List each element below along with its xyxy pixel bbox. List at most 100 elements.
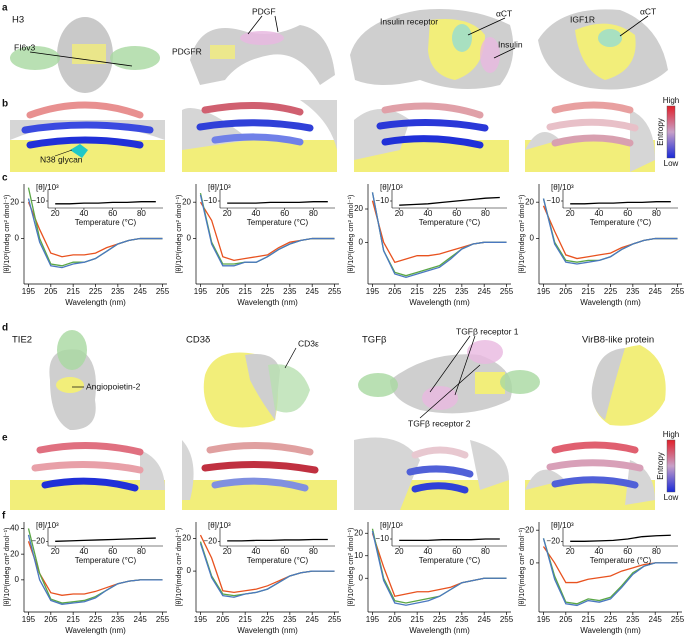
cd-line	[542, 198, 678, 265]
panel-label: e	[2, 433, 8, 444]
x-tick-label: 195	[537, 287, 551, 296]
inset-x-tick-label: 20	[566, 209, 575, 218]
x-tick-label: 245	[306, 287, 320, 296]
y-tick-label: 20	[182, 197, 191, 206]
inset-x-tick-label: 40	[423, 209, 432, 218]
inset-y-label: [θ]/10³	[380, 183, 403, 192]
y-tick-label: 20	[10, 197, 19, 206]
x-tick-label: 225	[261, 287, 275, 296]
x-tick-label: 205	[216, 615, 230, 624]
x-tick-label: 245	[134, 615, 148, 624]
x-tick-label: 225	[604, 287, 618, 296]
y-tick-label: 20	[354, 528, 363, 537]
inset-y-label: [θ]/10³	[36, 183, 59, 192]
x-tick-label: 255	[671, 615, 685, 624]
x-axis-label: Wavelength (nm)	[580, 626, 641, 635]
inset-x-tick-label: 60	[108, 547, 117, 556]
inset-line	[399, 538, 500, 542]
x-tick-label: 195	[194, 615, 208, 624]
x-axis-label: Wavelength (nm)	[580, 298, 641, 307]
cd-line	[27, 534, 163, 605]
illustrations	[10, 9, 676, 510]
annotation: TIE2	[12, 335, 32, 346]
y-tick-label: 0	[359, 573, 364, 582]
cd-line	[199, 194, 335, 267]
cd-line	[199, 192, 335, 265]
y-axis-label: [θ]/10³(mdeg cm² dmol⁻¹)	[519, 528, 526, 607]
x-tick-label: 195	[22, 287, 36, 296]
x-tick-label: 255	[500, 287, 514, 296]
x-tick-label: 245	[649, 287, 663, 296]
inset-x-tick-label: 80	[652, 209, 661, 218]
x-tick-label: 225	[604, 615, 618, 624]
inset-y-label: [θ]/10³	[551, 521, 574, 530]
inset-x-tick-label: 20	[51, 547, 60, 556]
x-axis-label: Wavelength (nm)	[409, 298, 470, 307]
cd-chart: 195 205 215 225 235 245 255 0 20 Wavelength (nm) […	[519, 183, 685, 307]
cd-chart: 195 205 215 225 235 245 255 0 20 Wavelength (nm) […	[176, 183, 342, 307]
inset-x-tick-label: 60	[280, 547, 289, 556]
cd-line	[371, 192, 507, 277]
x-tick-label: 245	[649, 615, 663, 624]
x-tick-label: 235	[111, 287, 125, 296]
annotation: TGFβ receptor 1	[456, 326, 519, 336]
y-tick-label: 20	[10, 549, 19, 558]
x-tick-label: 255	[500, 615, 514, 624]
inset-x-tick-label: 80	[137, 547, 146, 556]
inset-y-tick-label: −10	[375, 534, 389, 543]
x-tick-label: 235	[455, 287, 469, 296]
x-tick-label: 235	[455, 615, 469, 624]
x-tick-label: 215	[581, 615, 595, 624]
y-tick-label: 0	[15, 234, 20, 243]
inset-x-tick-label: 80	[309, 209, 318, 218]
inset-y-label: [θ]/10³	[380, 521, 403, 530]
y-tick-label: 0	[530, 558, 535, 567]
x-tick-label: 245	[134, 287, 148, 296]
inset-x-tick-label: 40	[251, 547, 260, 556]
x-tick-label: 195	[22, 615, 36, 624]
inset-x-tick-label: 20	[51, 209, 60, 218]
x-tick-label: 255	[328, 615, 342, 624]
x-tick-label: 195	[537, 615, 551, 624]
panel-label: a	[2, 3, 8, 14]
inset-x-tick-label: 20	[395, 209, 404, 218]
inset-x-tick-label: 80	[481, 209, 490, 218]
inset-x-tick-label: 20	[223, 209, 232, 218]
cd-chart: 195 205 215 225 235 245 255 0 20 Wavelength (nm) […	[348, 183, 514, 307]
x-tick-label: 195	[366, 615, 380, 624]
cd-chart: 195 205 215 225 235 245 255 0 10 20 Wavelength (nm…	[348, 521, 514, 635]
inset-line	[55, 201, 156, 205]
x-tick-label: 255	[156, 287, 170, 296]
inset-x-label: Temperature (°C)	[590, 218, 652, 227]
x-axis-label: Wavelength (nm)	[237, 298, 298, 307]
cd-chart: 195 205 215 225 235 245 255 0 20 Wavelength (nm) […	[4, 183, 170, 307]
x-tick-label: 205	[559, 615, 573, 624]
colorbar-title: Entropy	[656, 118, 665, 146]
x-tick-label: 245	[478, 287, 492, 296]
x-tick-label: 235	[626, 615, 640, 624]
x-tick-label: 255	[328, 287, 342, 296]
inset-x-tick-label: 60	[623, 547, 632, 556]
inset-x-tick-label: 40	[79, 547, 88, 556]
x-tick-label: 205	[388, 287, 402, 296]
colorbar-high: High	[663, 96, 679, 105]
x-tick-label: 235	[626, 287, 640, 296]
annotation: H3	[12, 15, 24, 26]
y-axis-label: [θ]/10³(mdeg cm² dmol⁻¹)	[176, 195, 183, 274]
panel-label: f	[2, 511, 6, 522]
y-axis-label: [θ]/10³(mdeg cm² dmol⁻¹)	[348, 195, 355, 274]
annotation: Insulin	[498, 39, 523, 49]
inset-x-label: Temperature (°C)	[75, 556, 137, 565]
inset-y-label: [θ]/10³	[551, 183, 574, 192]
annotation: TGFβ receptor 2	[408, 418, 471, 428]
inset-y-tick-label: −20	[31, 536, 45, 545]
annotation: PDGF	[252, 6, 276, 16]
inset-x-label: Temperature (°C)	[590, 556, 652, 565]
inset-line	[227, 538, 328, 542]
x-tick-label: 205	[216, 287, 230, 296]
annotation: CD3ε	[298, 338, 319, 348]
inset-y-tick-label: −20	[546, 536, 560, 545]
x-tick-label: 225	[433, 287, 447, 296]
x-tick-label: 225	[261, 615, 275, 624]
cd-line	[542, 538, 678, 607]
